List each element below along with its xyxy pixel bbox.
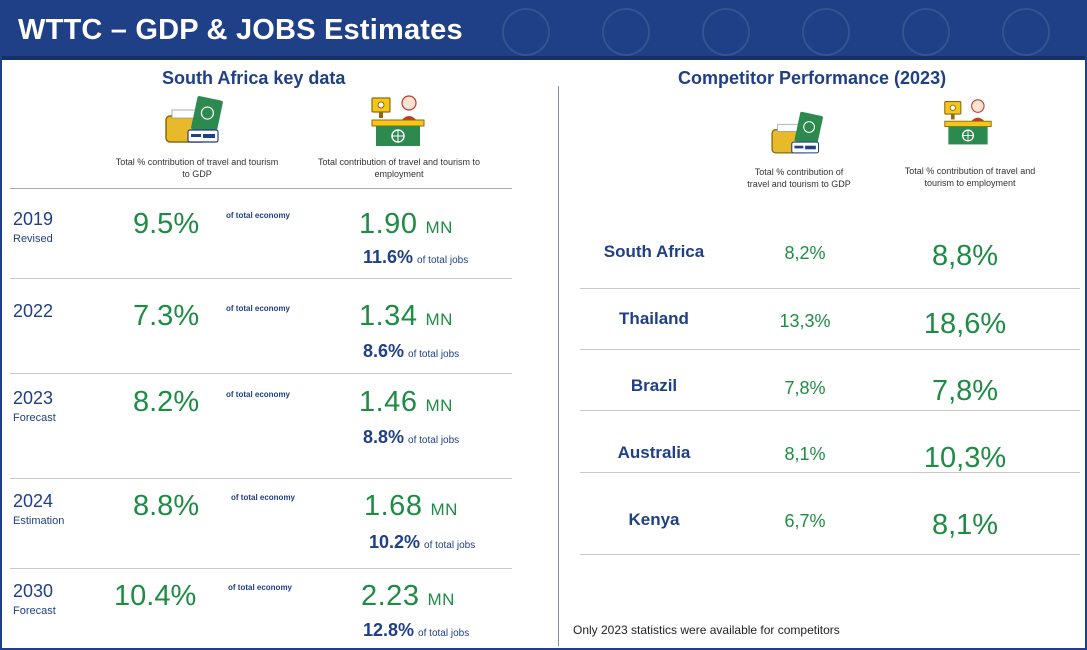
country-jobs: 18,6% [923,308,1007,340]
of-total-economy: of total economy [231,493,296,502]
country-gdp: 8,2% [784,243,826,263]
of-total-economy: of total economy [226,390,291,399]
caption-gdp: Total % contribution of travel and touri… [115,157,279,179]
jobs-share: 10.2% of total jobs [369,532,475,553]
gdp-pct: 10.4% [114,580,197,612]
year-label: 2024 [13,491,54,511]
country-jobs: 8,8% [931,240,999,272]
wallet-passport-icon [771,111,823,154]
pattern-icon [702,8,750,56]
year-sublabel: Estimation [13,515,65,527]
country-gdp: 13,3% [779,311,831,331]
section-divider [558,86,559,646]
country-gdp: 8,1% [784,444,826,464]
year-label: 2019 [13,209,54,229]
divider [10,568,512,569]
jobs-pct: 8.6% [363,341,405,361]
gdp-pct: 8.2% [133,386,200,418]
divider [580,554,1080,555]
jobs-label: of total jobs [408,435,460,446]
employment-mn: 1.90 MN [359,208,453,241]
year-label: 2022 [13,301,54,321]
jobs-pct: 11.6% [363,247,414,267]
gdp-pct: 8.8% [133,490,200,522]
pattern-icon [802,8,850,56]
mn-unit: MN [430,500,458,519]
employment-mn: 1.46 MN [359,386,453,419]
country-jobs: 10,3% [923,442,1007,474]
left-section-title: South Africa key data [162,68,346,88]
jobs-label: of total jobs [418,628,470,639]
mn-value: 2.23 [361,580,420,612]
mn-unit: MN [427,590,455,609]
mn-unit: MN [425,396,453,415]
country-name: Kenya [628,510,680,529]
pattern-icon [502,8,550,56]
gdp-pct: 7.3% [133,300,200,332]
divider [10,373,512,374]
jobs-pct: 12.8% [363,620,415,640]
caption-employment: Total contribution of travel and tourism… [317,157,481,179]
year-sublabel: Forecast [13,605,56,617]
jobs-share: 12.8% of total jobs [363,620,469,641]
country-jobs: 8,1% [931,509,999,541]
caption-gdp: Total % contribution of travel and touri… [747,167,851,189]
of-total-economy: of total economy [228,583,293,592]
wallet-passport-icon [165,96,223,143]
country-name: South Africa [603,242,705,261]
jobs-label: of total jobs [424,540,476,551]
mn-value: 1.46 [359,386,418,418]
country-gdp: 6,7% [784,511,826,531]
of-total-economy: of total economy [226,304,291,313]
divider [580,349,1080,350]
year-label: 2023 [13,388,54,408]
of-total-economy: of total economy [226,211,291,220]
jobs-label: of total jobs [408,349,460,360]
year-sublabel: Revised [13,233,53,245]
employment-mn: 2.23 MN [361,580,455,613]
divider [580,288,1080,289]
divider [10,278,512,279]
divider [10,478,512,479]
mn-unit: MN [425,310,453,329]
employee-desk-icon [371,95,425,146]
pattern-icon [602,8,650,56]
right-section-title: Competitor Performance (2023) [678,68,947,88]
mn-value: 1.34 [359,300,418,332]
jobs-share: 11.6% of total jobs [363,247,468,268]
gdp-pct: 9.5% [133,208,200,240]
country-name: Australia [617,443,691,462]
footnote: Only 2023 statistics were available for … [573,623,840,637]
country-gdp: 7,8% [784,378,826,398]
employment-mn: 1.68 MN [364,490,458,523]
mn-value: 1.90 [359,208,418,240]
country-name: Thailand [619,309,689,328]
country-jobs: 7,8% [931,375,999,407]
divider [580,410,1080,411]
jobs-label: of total jobs [417,255,469,266]
pattern-icon [902,8,950,56]
year-label: 2030 [13,581,54,601]
year-sublabel: Forecast [13,412,56,424]
country-name: Brazil [630,376,678,395]
jobs-share: 8.6% of total jobs [363,341,459,362]
caption-employment: Total % contribution of travel and touri… [904,166,1036,188]
jobs-pct: 8.8% [363,427,405,447]
employment-mn: 1.34 MN [359,300,453,333]
jobs-share: 8.8% of total jobs [363,427,459,448]
divider [580,472,1080,473]
header-stripe [2,56,1085,60]
pattern-icon [1002,8,1050,56]
mn-unit: MN [425,218,453,237]
mn-value: 1.68 [364,490,423,522]
jobs-pct: 10.2% [369,532,421,552]
divider [10,188,512,189]
page-title: WTTC – GDP & JOBS Estimates [18,14,463,46]
header-bar: WTTC – GDP & JOBS Estimates [2,2,1085,60]
employee-desk-icon [944,99,992,145]
